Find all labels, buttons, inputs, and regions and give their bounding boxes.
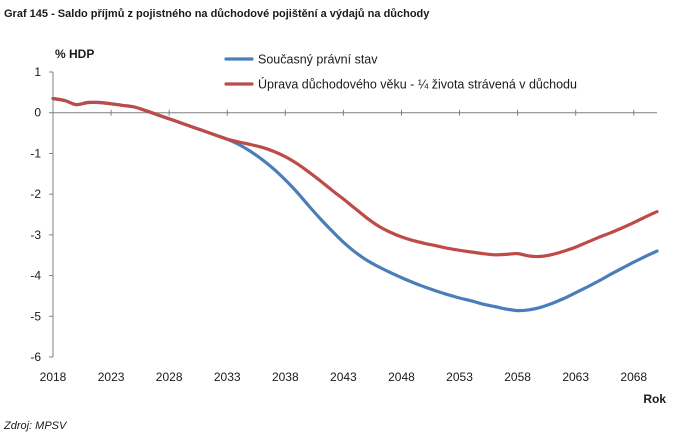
x-tick-label: 2043 [330, 370, 357, 384]
axes: 1 0 -1 -2 -3 -4 -5 -6 2018 2023 2028 2033 2038 2043 20… [30, 47, 666, 406]
x-tick-label: 2033 [214, 370, 241, 384]
y-tick-label: -3 [30, 228, 41, 242]
x-axis-label: Rok [643, 392, 666, 406]
y-tick-label: 1 [34, 65, 41, 79]
legend: Současný právní stav Úprava důchodového v… [224, 53, 577, 92]
x-tick-label: 2038 [272, 370, 299, 384]
y-tick-label: -4 [30, 269, 41, 283]
x-tick-label: 2053 [446, 370, 473, 384]
x-tick-label: 2048 [388, 370, 415, 384]
y-axis-label: % HDP [55, 47, 94, 61]
y-tick-label: -2 [30, 187, 41, 201]
legend-label-1: Současný právní stav [258, 53, 378, 67]
x-tick-label: 2058 [504, 370, 531, 384]
source-note: Zdroj: MPSV [4, 420, 67, 432]
series-line-1 [51, 96, 659, 313]
legend-label-2: Úprava důchodového věku - ¼ života stráv… [258, 77, 577, 92]
x-tick-label: 2018 [40, 370, 67, 384]
x-tick-label: 2023 [98, 370, 125, 384]
series-layer [51, 96, 659, 313]
y-tick-label: -5 [30, 309, 41, 323]
chart-title: Graf 145 - Saldo příjmů z pojistného na … [4, 8, 430, 20]
y-tick-label: -6 [30, 350, 41, 364]
y-tick-label: 0 [34, 106, 41, 120]
series-line-2 [51, 96, 659, 259]
x-tick-label: 2028 [156, 370, 183, 384]
x-tick-label: 2063 [562, 370, 589, 384]
y-tick-label: -1 [30, 146, 41, 160]
x-tick-label: 2068 [620, 370, 647, 384]
